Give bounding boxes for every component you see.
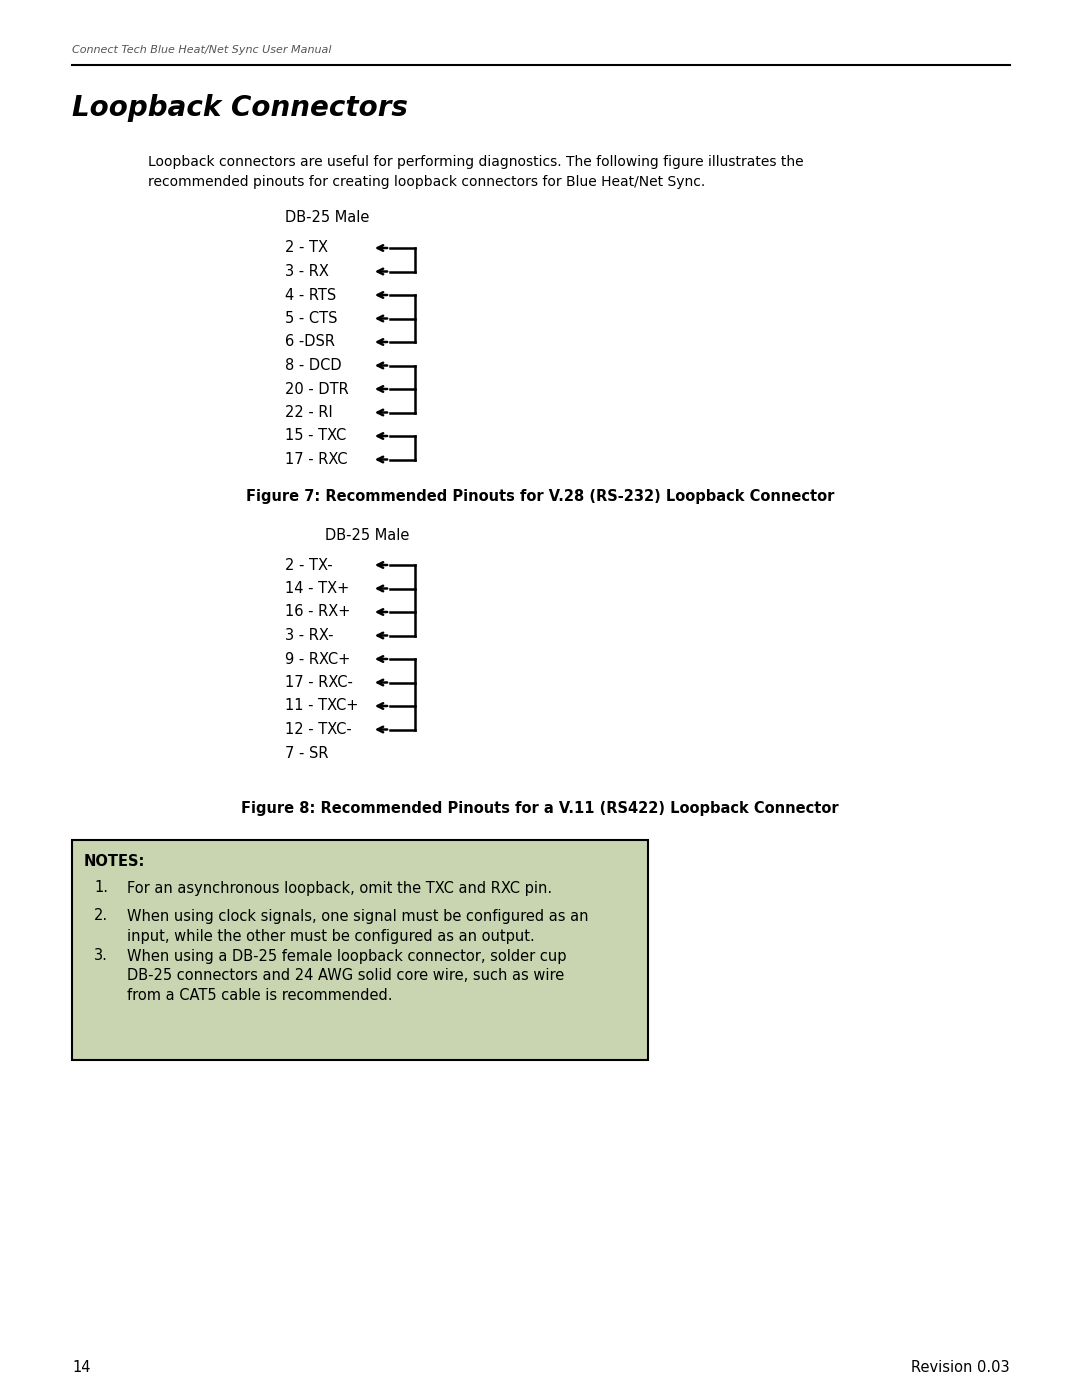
Text: Figure 8: Recommended Pinouts for a V.11 (RS422) Loopback Connector: Figure 8: Recommended Pinouts for a V.11… (241, 800, 839, 816)
Text: input, while the other must be configured as an output.: input, while the other must be configure… (127, 929, 535, 943)
Text: 17 - RXC-: 17 - RXC- (285, 675, 353, 690)
Text: 4 - RTS: 4 - RTS (285, 288, 336, 303)
Text: 7 - SR: 7 - SR (285, 746, 328, 760)
Text: When using a DB-25 female loopback connector, solder cup: When using a DB-25 female loopback conne… (127, 949, 567, 964)
Text: 22 - RI: 22 - RI (285, 405, 333, 420)
Text: NOTES:: NOTES: (84, 855, 146, 869)
Text: Loopback connectors are useful for performing diagnostics. The following figure : Loopback connectors are useful for perfo… (148, 155, 804, 169)
Text: 14: 14 (72, 1359, 91, 1375)
Text: Connect Tech Blue Heat/Net Sync User Manual: Connect Tech Blue Heat/Net Sync User Man… (72, 45, 332, 54)
Text: 12 - TXC-: 12 - TXC- (285, 722, 352, 738)
Text: 1.: 1. (94, 880, 108, 895)
Text: 3 - RX: 3 - RX (285, 264, 329, 279)
Text: 16 - RX+: 16 - RX+ (285, 605, 350, 619)
Text: For an asynchronous loopback, omit the TXC and RXC pin.: For an asynchronous loopback, omit the T… (127, 880, 552, 895)
Bar (72, 840, 648, 1060)
Text: 11 - TXC+: 11 - TXC+ (285, 698, 359, 714)
Text: DB-25 Male: DB-25 Male (285, 211, 369, 225)
Text: 14 - TX+: 14 - TX+ (285, 581, 349, 597)
Text: 20 - DTR: 20 - DTR (285, 381, 349, 397)
Text: recommended pinouts for creating loopback connectors for Blue Heat/Net Sync.: recommended pinouts for creating loopbac… (148, 175, 705, 189)
Text: Loopback Connectors: Loopback Connectors (72, 94, 408, 122)
Text: DB-25 Male: DB-25 Male (325, 528, 409, 542)
Text: 3.: 3. (94, 949, 108, 964)
Text: 2.: 2. (94, 908, 108, 923)
Text: 8 - DCD: 8 - DCD (285, 358, 341, 373)
Text: DB-25 connectors and 24 AWG solid core wire, such as wire: DB-25 connectors and 24 AWG solid core w… (127, 968, 564, 983)
Text: 2 - TX-: 2 - TX- (285, 557, 333, 573)
Text: 3 - RX-: 3 - RX- (285, 629, 334, 643)
Text: When using clock signals, one signal must be configured as an: When using clock signals, one signal mus… (127, 908, 589, 923)
Text: 15 - TXC: 15 - TXC (285, 429, 347, 443)
Text: Figure 7: Recommended Pinouts for V.28 (RS-232) Loopback Connector: Figure 7: Recommended Pinouts for V.28 (… (246, 489, 834, 503)
Text: from a CAT5 cable is recommended.: from a CAT5 cable is recommended. (127, 989, 392, 1003)
Text: 2 - TX: 2 - TX (285, 240, 328, 256)
Text: 5 - CTS: 5 - CTS (285, 312, 337, 326)
Text: 9 - RXC+: 9 - RXC+ (285, 651, 350, 666)
Text: 6 -DSR: 6 -DSR (285, 334, 335, 349)
Text: 17 - RXC: 17 - RXC (285, 453, 348, 467)
Text: Revision 0.03: Revision 0.03 (912, 1359, 1010, 1375)
